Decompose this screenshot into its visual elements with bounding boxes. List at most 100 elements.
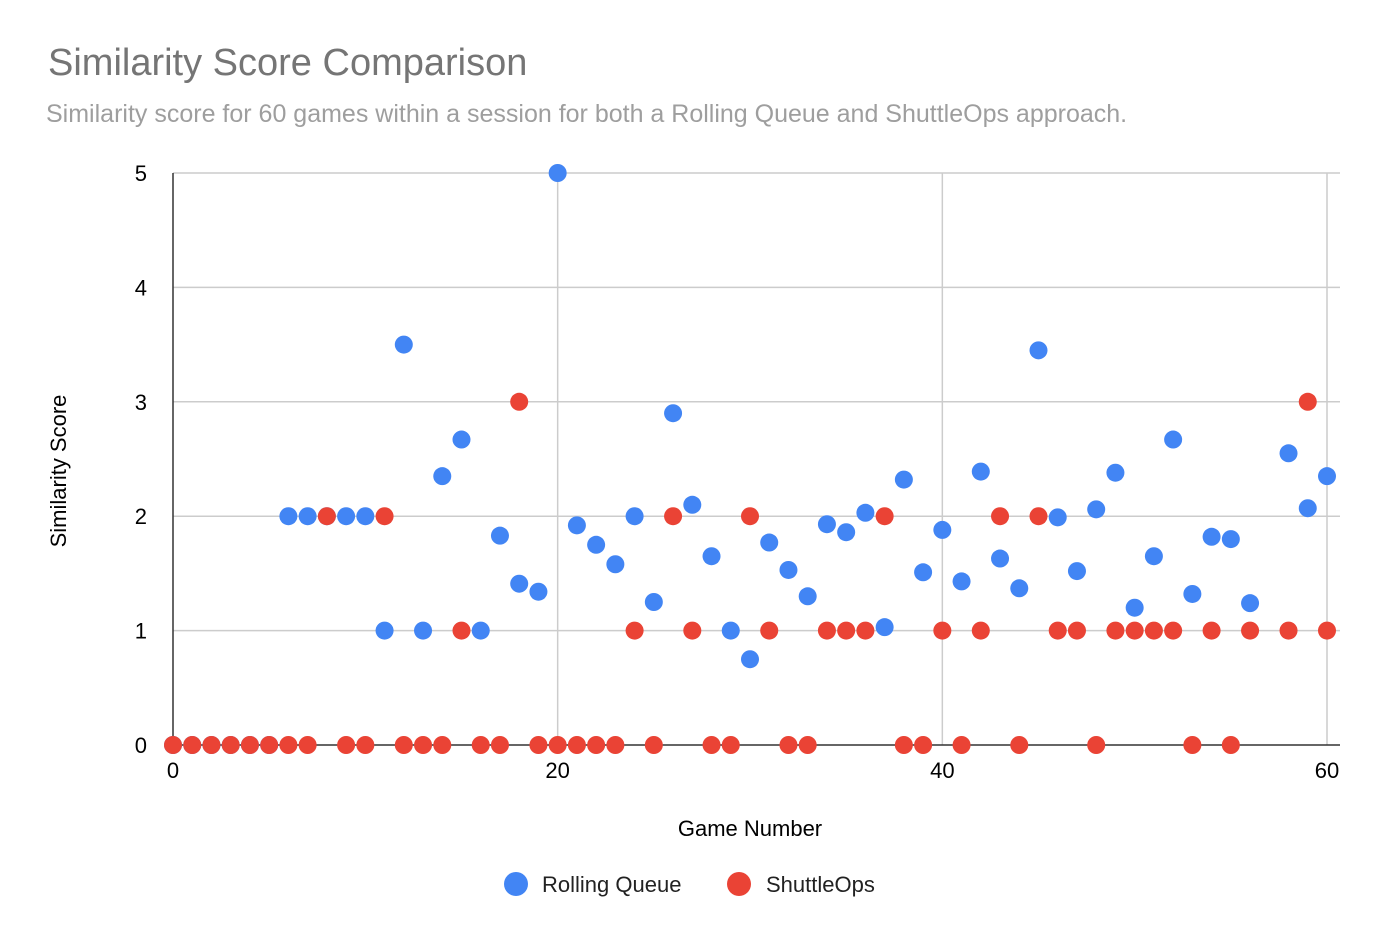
point-shuttleops xyxy=(875,507,894,526)
y-tick-label: 2 xyxy=(135,504,147,529)
point-shuttleops xyxy=(240,736,259,754)
point-shuttleops xyxy=(490,736,509,754)
point-shuttleops xyxy=(1183,736,1202,754)
point-rolling-queue xyxy=(1029,341,1048,360)
point-shuttleops xyxy=(1202,621,1221,640)
point-rolling-queue xyxy=(664,404,683,423)
point-shuttleops xyxy=(1318,621,1336,640)
point-rolling-queue xyxy=(760,533,779,552)
point-rolling-queue xyxy=(337,507,356,526)
point-rolling-queue xyxy=(375,621,394,640)
data-points xyxy=(164,164,1336,754)
point-rolling-queue xyxy=(1010,579,1029,598)
x-tick-label: 0 xyxy=(167,758,179,783)
x-tick-label: 40 xyxy=(930,758,954,783)
point-shuttleops xyxy=(1144,621,1163,640)
point-shuttleops xyxy=(1241,621,1260,640)
y-tick-label: 3 xyxy=(135,390,147,415)
point-rolling-queue xyxy=(587,535,606,554)
point-shuttleops xyxy=(702,736,721,754)
point-shuttleops xyxy=(202,736,221,754)
point-shuttleops xyxy=(625,621,644,640)
point-rolling-queue xyxy=(1067,562,1086,581)
point-rolling-queue xyxy=(741,650,759,669)
point-rolling-queue xyxy=(1221,530,1240,549)
point-rolling-queue xyxy=(433,467,452,486)
y-tick-label: 5 xyxy=(135,161,147,186)
point-shuttleops xyxy=(933,621,952,640)
point-shuttleops xyxy=(779,736,798,754)
point-rolling-queue xyxy=(933,520,952,539)
point-rolling-queue xyxy=(567,516,586,535)
y-tick-label: 1 xyxy=(135,619,147,644)
point-shuttleops xyxy=(1087,736,1106,754)
point-rolling-queue xyxy=(1241,594,1260,613)
point-shuttleops xyxy=(644,736,663,754)
point-rolling-queue xyxy=(991,549,1010,568)
point-rolling-queue xyxy=(490,526,509,545)
point-shuttleops xyxy=(164,736,182,754)
point-shuttleops xyxy=(317,507,336,526)
point-shuttleops xyxy=(1221,736,1240,754)
legend-label-rolling-queue: Rolling Queue xyxy=(542,872,681,897)
point-shuttleops xyxy=(260,736,279,754)
point-shuttleops xyxy=(471,736,490,754)
point-shuttleops xyxy=(375,507,394,526)
point-shuttleops xyxy=(798,736,817,754)
point-shuttleops xyxy=(587,736,606,754)
y-axis-label: Similarity Score xyxy=(46,395,71,548)
point-rolling-queue xyxy=(1106,463,1125,482)
point-rolling-queue xyxy=(1125,598,1144,617)
point-shuttleops xyxy=(298,736,317,754)
grid-lines xyxy=(173,172,1340,745)
point-rolling-queue xyxy=(471,621,490,640)
point-shuttleops xyxy=(221,736,240,754)
point-rolling-queue xyxy=(1202,527,1221,546)
point-shuttleops xyxy=(952,736,971,754)
point-rolling-queue xyxy=(875,618,894,637)
point-rolling-queue xyxy=(1164,430,1183,449)
point-rolling-queue xyxy=(798,587,817,606)
point-shuttleops xyxy=(1029,507,1048,526)
legend-marker-rolling-queue xyxy=(504,872,528,896)
point-rolling-queue xyxy=(1087,500,1106,519)
point-shuttleops xyxy=(1010,736,1029,754)
point-shuttleops xyxy=(856,621,875,640)
point-rolling-queue xyxy=(1298,499,1317,518)
chart-title: Similarity Score Comparison xyxy=(48,42,528,84)
point-rolling-queue xyxy=(356,507,375,526)
point-shuttleops xyxy=(1067,621,1086,640)
point-shuttleops xyxy=(183,736,202,754)
point-shuttleops xyxy=(510,392,529,411)
x-axis-label: Game Number xyxy=(678,816,822,841)
point-shuttleops xyxy=(1125,621,1144,640)
point-rolling-queue xyxy=(1144,547,1163,566)
point-shuttleops xyxy=(971,621,990,640)
point-shuttleops xyxy=(817,621,836,640)
point-shuttleops xyxy=(548,736,567,754)
point-shuttleops xyxy=(894,736,913,754)
point-shuttleops xyxy=(394,736,413,754)
point-shuttleops xyxy=(567,736,586,754)
point-rolling-queue xyxy=(894,470,913,489)
point-shuttleops xyxy=(760,621,779,640)
point-shuttleops xyxy=(837,621,856,640)
point-shuttleops xyxy=(1298,392,1317,411)
tick-labels: 0 1 2 3 4 5 0 20 40 60 xyxy=(135,161,1339,783)
point-rolling-queue xyxy=(1318,467,1336,486)
point-shuttleops xyxy=(529,736,548,754)
point-shuttleops xyxy=(452,621,471,640)
point-shuttleops xyxy=(991,507,1010,526)
point-rolling-queue xyxy=(279,507,298,526)
y-tick-label: 4 xyxy=(135,275,147,300)
point-rolling-queue xyxy=(606,555,625,574)
point-rolling-queue xyxy=(683,495,702,514)
point-shuttleops xyxy=(414,736,433,754)
x-tick-label: 60 xyxy=(1315,758,1339,783)
point-rolling-queue xyxy=(856,503,875,522)
chart-subtitle: Similarity score for 60 games within a s… xyxy=(46,100,1128,128)
point-rolling-queue xyxy=(1183,584,1202,603)
point-rolling-queue xyxy=(414,621,433,640)
point-rolling-queue xyxy=(914,563,933,582)
